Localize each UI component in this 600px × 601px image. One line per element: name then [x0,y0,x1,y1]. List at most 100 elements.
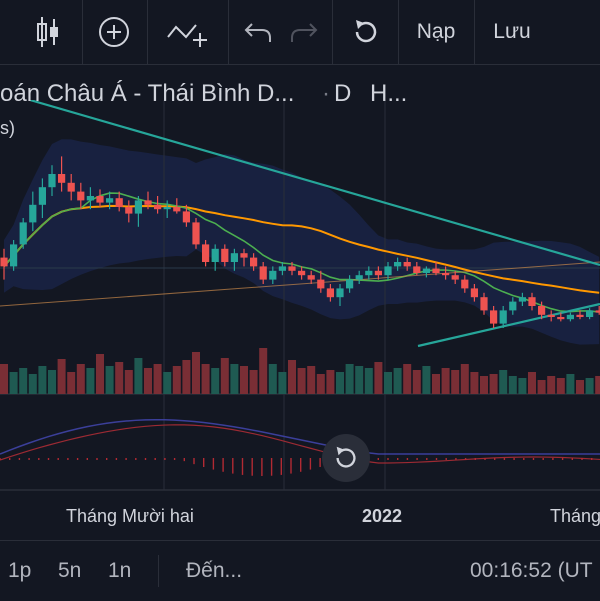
candle-body [134,200,142,214]
reset-icon[interactable] [344,0,388,64]
candle-body [154,204,162,210]
candle-body [269,270,277,280]
candle-body [230,253,238,262]
candle-body [528,297,536,306]
candle-body [413,266,421,273]
indicators-icon[interactable] [160,0,216,64]
signal-line [0,424,600,464]
volume-bar [288,360,296,394]
volume-bar [57,359,66,394]
volume-bar [585,378,594,394]
volume-bar [393,368,402,394]
candle-body [298,270,306,276]
volume-bar [508,376,517,394]
save-button[interactable]: Lưu [493,20,531,43]
volume-bar [67,372,76,394]
price-chart[interactable] [0,100,600,540]
volume-bar [441,368,450,394]
candle-body [432,268,440,273]
candle-body [29,204,37,223]
candle-body [595,310,600,313]
candle-body [144,200,152,205]
plus-circle-icon[interactable] [88,0,140,64]
redo-icon[interactable] [282,0,326,64]
candle-body [576,314,584,317]
header-extra: H... [370,80,408,107]
candle-body [490,310,498,324]
volume-bar [9,372,18,394]
candle-body [307,275,315,280]
volume-bar [86,368,95,394]
range-5d-button[interactable]: 5n [58,559,82,582]
volume-bar [537,380,546,394]
volume-bar [422,366,431,394]
goto-date-button[interactable]: Đến... [186,559,243,582]
candle-body [182,211,190,223]
volume-bar [556,378,565,394]
candle-body [442,273,450,276]
range-1d-button[interactable]: 1p [8,559,32,582]
candle-body [163,207,171,210]
volume-bar [153,364,162,394]
candle-body [19,222,27,245]
candle-body [125,207,133,214]
candle-body [0,257,8,267]
candle-body [509,301,517,311]
candle-body [451,275,459,280]
candle-body [355,275,363,280]
volume-bar [163,372,172,394]
top-toolbar: Nạp Lưu [0,0,600,65]
volume-bar [595,376,600,394]
volume-bar [220,358,229,394]
range-1m-button[interactable]: 1n [108,559,132,582]
candle-body [173,207,181,212]
macd-line [0,418,600,455]
volume-bar [326,370,335,394]
volume-bar [470,372,479,394]
candle-body [10,244,18,267]
volume-bar [249,370,258,394]
x-tick-label: Tháng [550,506,600,526]
candle-body [317,279,325,289]
long-ma-line [0,261,600,307]
symbol-title[interactable]: oán Châu Á - Thái Bình D... [0,80,295,107]
volume-bar [182,360,191,394]
volume-bar [307,366,316,394]
volume-bar [268,364,277,394]
candle-body [470,288,478,298]
interval-label[interactable]: D [334,80,352,107]
volume-bar [134,358,143,394]
load-button[interactable]: Nạp [416,20,456,43]
volume-bar [364,368,373,394]
ma-long-line [3,204,600,294]
volume-bar [201,364,210,394]
volume-bar [518,378,527,394]
volume-bar [345,364,354,394]
volume-bar [259,348,268,394]
candle-body [499,310,507,324]
volume-bar [172,366,181,394]
volume-bar [240,366,248,394]
volume-bar [412,370,421,394]
candle-body [422,268,430,273]
indicator-paren: s) [0,118,15,138]
volume-bar [403,364,412,394]
scroll-to-realtime-button[interactable] [322,434,370,482]
candle-body [221,248,229,262]
candle-body [211,248,219,262]
volume-bar [96,354,104,394]
trendline-lower [417,302,600,348]
candle-body [259,266,267,280]
candle-body [96,196,104,203]
candle-body [538,306,546,315]
volume-bar [355,366,364,394]
title-dot: · [322,80,330,107]
candlestick-icon[interactable] [20,0,76,64]
candle-body [384,266,392,276]
undo-icon[interactable] [236,0,280,64]
volume-bar [278,372,287,394]
candle-body [115,198,123,207]
candle-body [365,270,373,276]
volume-bar [566,374,575,394]
candle-body [394,262,402,267]
